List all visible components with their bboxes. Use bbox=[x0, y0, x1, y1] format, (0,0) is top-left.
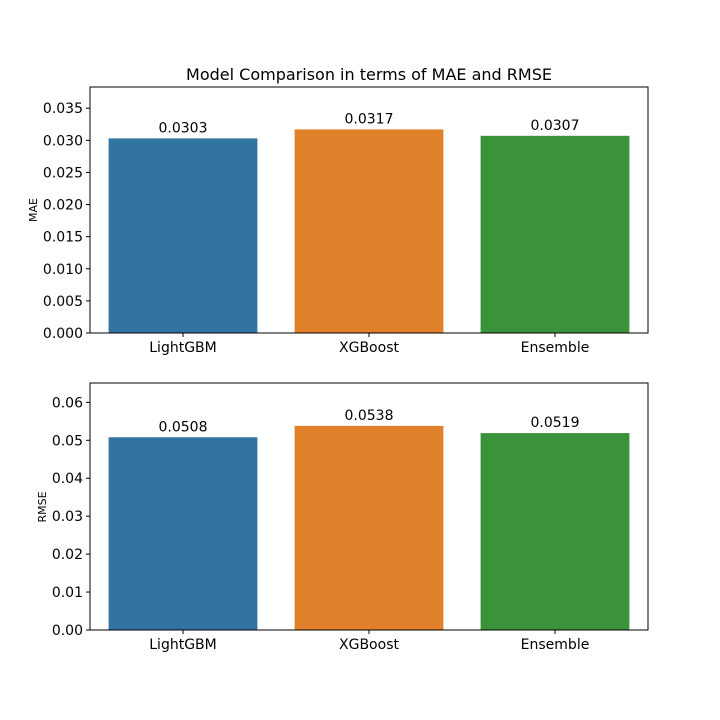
rmse-bar-ensemble bbox=[480, 433, 630, 630]
mae-bar-ensemble bbox=[480, 135, 630, 333]
rmse-bar-lightgbm bbox=[108, 437, 258, 630]
mae-bar-xgboost bbox=[294, 129, 444, 333]
rmse-y-tick-label: 0.06 bbox=[52, 395, 83, 411]
rmse-x-tick-label: LightGBM bbox=[149, 637, 216, 653]
rmse-y-axis-label: RMSE bbox=[36, 491, 49, 522]
mae-y-tick-label: 0.020 bbox=[43, 198, 83, 214]
mae-data-label-xgboost: 0.0317 bbox=[345, 111, 394, 127]
rmse-y-tick-label: 0.03 bbox=[52, 509, 83, 525]
mae-y-tick-label: 0.005 bbox=[43, 294, 83, 310]
mae-y-tick-label: 0.025 bbox=[43, 165, 83, 181]
rmse-y-tick-label: 0.02 bbox=[52, 547, 83, 563]
mae-panel: MAE 0.0303 LightGBM 0.0317 XGBoost 0.0307 Ens… bbox=[27, 86, 649, 356]
mae-axes-frame bbox=[89, 86, 649, 334]
rmse-axes-frame bbox=[89, 382, 649, 631]
mae-y-tick-label: 0.000 bbox=[43, 326, 83, 342]
mae-data-label-lightgbm: 0.0303 bbox=[159, 120, 208, 136]
mae-x-tick-label: XGBoost bbox=[339, 340, 399, 356]
mae-y-tick-label: 0.015 bbox=[43, 230, 83, 246]
rmse-data-label-ensemble: 0.0519 bbox=[531, 415, 580, 431]
mae-y-tick-label: 0.010 bbox=[43, 262, 83, 278]
rmse-data-label-lightgbm: 0.0508 bbox=[159, 419, 208, 435]
mae-y-tick-label: 0.035 bbox=[43, 101, 83, 117]
rmse-y-tick-label: 0.01 bbox=[52, 585, 83, 601]
rmse-x-tick-label: XGBoost bbox=[339, 637, 399, 653]
rmse-y-tick-label: 0.04 bbox=[52, 471, 83, 487]
chart-title: Model Comparison in terms of MAE and RMS… bbox=[186, 65, 552, 84]
rmse-data-label-xgboost: 0.0538 bbox=[345, 408, 394, 424]
mae-bar-lightgbm bbox=[108, 138, 258, 333]
rmse-x-tick-label: Ensemble bbox=[521, 637, 590, 653]
rmse-panel: RMSE 0.0508 LightGBM 0.0538 XGBoost 0.0519 En… bbox=[36, 382, 649, 653]
rmse-y-tick-label: 0.00 bbox=[52, 623, 83, 639]
mae-y-axis-label: MAE bbox=[27, 198, 40, 222]
mae-x-tick-label: LightGBM bbox=[149, 340, 216, 356]
mae-y-tick-label: 0.030 bbox=[43, 133, 83, 149]
mae-data-label-ensemble: 0.0307 bbox=[531, 118, 580, 134]
rmse-bar-xgboost bbox=[294, 425, 444, 630]
mae-x-tick-label: Ensemble bbox=[521, 340, 590, 356]
rmse-y-tick-label: 0.05 bbox=[52, 433, 83, 449]
